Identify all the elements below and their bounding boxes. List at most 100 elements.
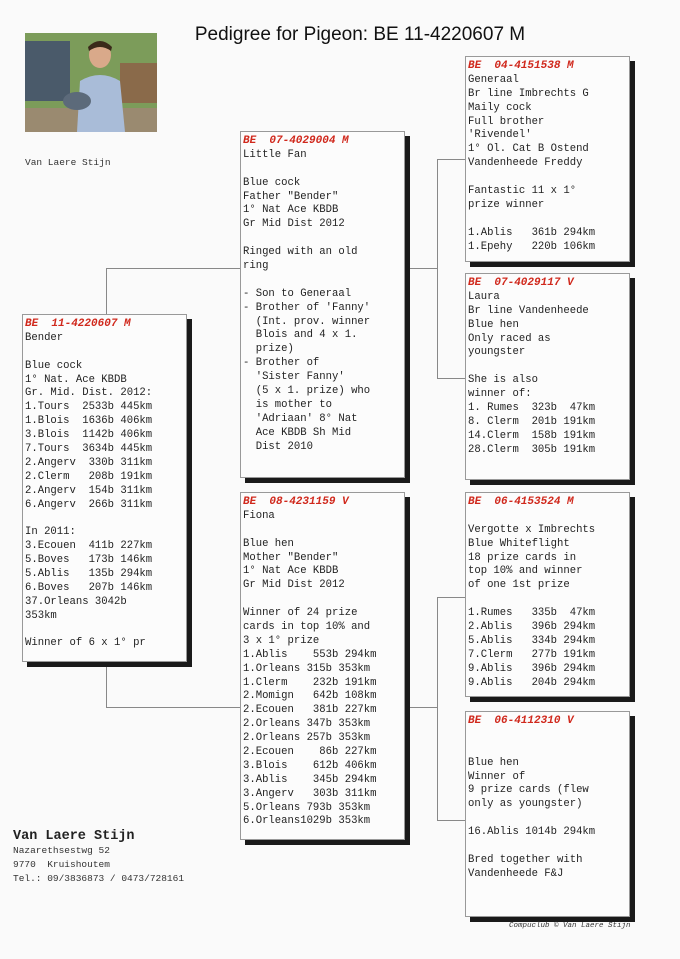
card-line: 37.Orleans 3042b xyxy=(25,595,127,608)
card-line: Winner of 24 prize xyxy=(243,607,358,620)
card-line: 1° Ol. Cat B Ostend xyxy=(468,143,589,156)
card-line: Vandenheede Freddy xyxy=(468,157,583,170)
card-line: Br line Imbrechts G xyxy=(468,87,589,100)
card-line: (Int. prov. winner xyxy=(243,315,371,328)
connector xyxy=(437,159,438,378)
card-line: 6.Boves 207b 146km xyxy=(25,581,153,594)
card-line: youngster xyxy=(468,346,526,359)
card-line: 2.Orleans 347b 353km xyxy=(243,718,371,731)
card-line: Blue hen xyxy=(468,318,519,331)
card-line: 1.Blois 1636b 406km xyxy=(25,415,153,428)
card-line: 1.Epehy 220b 106km xyxy=(468,240,596,253)
card-line xyxy=(468,360,627,374)
card-line: Full brother xyxy=(468,115,545,128)
connector xyxy=(437,159,465,160)
card-line: cards in top 10% and xyxy=(243,621,371,634)
card-line xyxy=(243,232,402,246)
card-line: ring xyxy=(243,260,269,273)
card-line: Vergotte x Imbrechts xyxy=(468,523,596,536)
card-line: Blue cock xyxy=(243,176,301,189)
pigeon-card-dam: BE 08-4231159 V Fiona Blue hen Mother "Bend… xyxy=(240,492,405,840)
card-line xyxy=(468,213,627,227)
card-line xyxy=(25,512,184,526)
card-line xyxy=(25,346,184,360)
card-line: winner of: xyxy=(468,388,532,401)
card-line: 5.Ablis 334b 294km xyxy=(468,634,596,647)
card-line: 5.Ablis 135b 294km xyxy=(25,568,153,581)
card-line: is mother to xyxy=(243,398,333,411)
pigeon-card-sire-sire: BE 04-4151538 M Generaal Br line Imbrechts… xyxy=(465,56,630,262)
card-line: Ace KBDB Sh Mid xyxy=(243,426,352,439)
connector xyxy=(437,597,465,598)
card-line: 6.Orleans1029b 353km xyxy=(243,815,371,828)
card-line xyxy=(243,593,402,607)
card-line: Mother "Bender" xyxy=(243,551,339,564)
card-line: In 2011: xyxy=(25,526,76,539)
card-line: Father "Bender" xyxy=(243,190,339,203)
card-line: 3.Ecouen 411b 227km xyxy=(25,540,153,553)
ring-number: BE 11-4220607 M xyxy=(25,318,131,330)
ring-number: BE 07-4029004 M xyxy=(243,135,349,147)
card-line: 28.Clerm 305b 191km xyxy=(468,443,596,456)
card-line: only as youngster) xyxy=(468,798,583,811)
card-line: Blue hen xyxy=(243,537,294,550)
card-line: 2.Ablis 396b 294km xyxy=(468,621,596,634)
card-line: 2.Momign 642b 108km xyxy=(243,690,377,703)
card-line: Winner of 6 x 1° pr xyxy=(25,637,146,650)
card-line: 'Sister Fanny' xyxy=(243,371,345,384)
owner-contact: Van Laere Stijn Nazarethsestwg 52 9770 K… xyxy=(13,829,184,886)
card-line xyxy=(243,524,402,538)
connector xyxy=(106,707,240,708)
card-line: She is also xyxy=(468,374,538,387)
card-line: 2.Angerv 330b 311km xyxy=(25,456,153,469)
card-line xyxy=(243,274,402,288)
card-line: Laura xyxy=(468,290,500,303)
card-line: 7.Tours 3634b 445km xyxy=(25,443,153,456)
pigeon-card-dam-dam: BE 06-4112310 V Blue hen Winner of 9 prize … xyxy=(465,711,630,917)
card-line: 1° Nat Ace KBDB xyxy=(243,565,339,578)
card-line: - Brother of 'Fanny' xyxy=(243,301,371,314)
card-line: (5 x 1. prize) who xyxy=(243,385,371,398)
connector xyxy=(437,378,465,379)
connector xyxy=(437,597,438,820)
card-line: 3.Blois 1142b 406km xyxy=(25,429,153,442)
card-line: 1° Nat. Ace KBDB xyxy=(25,373,127,386)
card-line: prize winner xyxy=(468,198,545,211)
card-line: Br line Vandenheede xyxy=(468,304,589,317)
card-line xyxy=(468,510,627,524)
card-line: 1.Clerm 232b 191km xyxy=(243,676,377,689)
card-line xyxy=(243,163,402,177)
owner-city: 9770 Kruishoutem xyxy=(13,859,110,870)
card-line: Gr Mid Dist 2012 xyxy=(243,218,345,231)
card-line xyxy=(468,812,627,826)
card-line: Little Fan xyxy=(243,148,307,161)
card-line: 5.Orleans 793b 353km xyxy=(243,801,371,814)
pigeon-card-dam-sire: BE 06-4153524 M Vergotte x Imbrechts Blue … xyxy=(465,492,630,697)
card-line: 9 prize cards (flew xyxy=(468,784,589,797)
owner-photo xyxy=(25,33,157,132)
card-line: 1.Orleans 315b 353km xyxy=(243,662,371,675)
ring-number: BE 06-4153524 M xyxy=(468,496,574,508)
card-line: 2.Angerv 154b 311km xyxy=(25,484,153,497)
card-line: Generaal xyxy=(468,73,519,86)
card-line: 16.Ablis 1014b 294km xyxy=(468,826,596,839)
card-line: 9.Ablis 204b 294km xyxy=(468,676,596,689)
ring-number: BE 04-4151538 M xyxy=(468,60,574,72)
card-line: Only raced as xyxy=(468,332,551,345)
card-line: 'Rivendel' xyxy=(468,129,532,142)
pigeon-card-sire-dam: BE 07-4029117 V Laura Br line Vandenheede B… xyxy=(465,273,630,480)
card-line: 3.Ablis 345b 294km xyxy=(243,773,377,786)
card-line: of one 1st prize xyxy=(468,579,570,592)
card-line: 'Adriaan' 8° Nat xyxy=(243,412,358,425)
card-line: prize) xyxy=(243,343,294,356)
card-line: 14.Clerm 158b 191km xyxy=(468,429,596,442)
card-line: 9.Ablis 396b 294km xyxy=(468,662,596,675)
card-line: Dist 2010 xyxy=(243,440,313,453)
card-line: Gr. Mid. Dist. 2012: xyxy=(25,387,153,400)
owner-street: Nazarethsestwg 52 xyxy=(13,845,110,856)
card-line: 18 prize cards in xyxy=(468,551,577,564)
card-line xyxy=(468,729,627,743)
ring-number: BE 08-4231159 V xyxy=(243,496,349,508)
card-line: 1.Tours 2533b 445km xyxy=(25,401,153,414)
card-line: Bender xyxy=(25,331,64,344)
